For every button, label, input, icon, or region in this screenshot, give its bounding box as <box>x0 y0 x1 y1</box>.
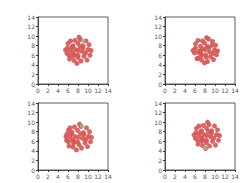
svg-text:14: 14 <box>27 14 35 21</box>
svg-text:10: 10 <box>27 119 35 126</box>
svg-text:10: 10 <box>27 33 35 40</box>
svg-text:10: 10 <box>211 87 219 94</box>
svg-text:4: 4 <box>31 147 35 154</box>
svg-text:0: 0 <box>163 87 167 94</box>
svg-text:8: 8 <box>31 42 35 49</box>
svg-text:10: 10 <box>84 87 92 94</box>
svg-text:6: 6 <box>31 138 35 145</box>
svg-text:4: 4 <box>56 87 60 94</box>
svg-text:0: 0 <box>36 87 40 94</box>
svg-text:6: 6 <box>66 87 70 94</box>
svg-text:12: 12 <box>221 87 229 94</box>
svg-text:12: 12 <box>94 173 102 180</box>
svg-text:8: 8 <box>203 173 207 180</box>
svg-text:10: 10 <box>211 173 219 180</box>
svg-text:6: 6 <box>158 138 162 145</box>
svg-text:2: 2 <box>31 71 35 78</box>
svg-text:2: 2 <box>173 87 177 94</box>
svg-text:8: 8 <box>76 87 80 94</box>
svg-text:4: 4 <box>31 61 35 68</box>
svg-text:0: 0 <box>158 167 162 174</box>
svg-text:2: 2 <box>173 173 177 180</box>
svg-text:6: 6 <box>158 52 162 59</box>
svg-text:14: 14 <box>154 100 162 107</box>
svg-text:4: 4 <box>183 173 187 180</box>
svg-text:14: 14 <box>27 100 35 107</box>
svg-text:10: 10 <box>84 173 92 180</box>
svg-text:2: 2 <box>46 173 50 180</box>
svg-text:6: 6 <box>66 173 70 180</box>
svg-text:10: 10 <box>154 33 162 40</box>
svg-text:0: 0 <box>31 81 35 88</box>
svg-text:14: 14 <box>104 173 112 180</box>
svg-text:8: 8 <box>158 42 162 49</box>
svg-text:12: 12 <box>221 173 229 180</box>
svg-text:14: 14 <box>154 14 162 21</box>
svg-text:8: 8 <box>158 128 162 135</box>
svg-text:8: 8 <box>203 87 207 94</box>
svg-text:8: 8 <box>76 173 80 180</box>
svg-text:14: 14 <box>231 173 239 180</box>
svg-text:10: 10 <box>154 119 162 126</box>
svg-text:8: 8 <box>31 128 35 135</box>
svg-text:12: 12 <box>27 109 35 116</box>
svg-text:12: 12 <box>154 23 162 30</box>
svg-text:2: 2 <box>158 71 162 78</box>
svg-text:4: 4 <box>158 61 162 68</box>
svg-text:2: 2 <box>158 157 162 164</box>
svg-text:2: 2 <box>46 87 50 94</box>
svg-text:14: 14 <box>231 87 239 94</box>
svg-text:4: 4 <box>183 87 187 94</box>
svg-text:6: 6 <box>193 173 197 180</box>
svg-text:14: 14 <box>104 87 112 94</box>
svg-text:2: 2 <box>31 157 35 164</box>
svg-text:0: 0 <box>36 173 40 180</box>
svg-text:4: 4 <box>56 173 60 180</box>
svg-text:12: 12 <box>27 23 35 30</box>
svg-text:12: 12 <box>94 87 102 94</box>
svg-text:0: 0 <box>158 81 162 88</box>
svg-text:6: 6 <box>193 87 197 94</box>
svg-text:6: 6 <box>31 52 35 59</box>
svg-text:0: 0 <box>163 173 167 180</box>
svg-text:0: 0 <box>31 167 35 174</box>
svg-text:12: 12 <box>154 109 162 116</box>
svg-text:4: 4 <box>158 147 162 154</box>
